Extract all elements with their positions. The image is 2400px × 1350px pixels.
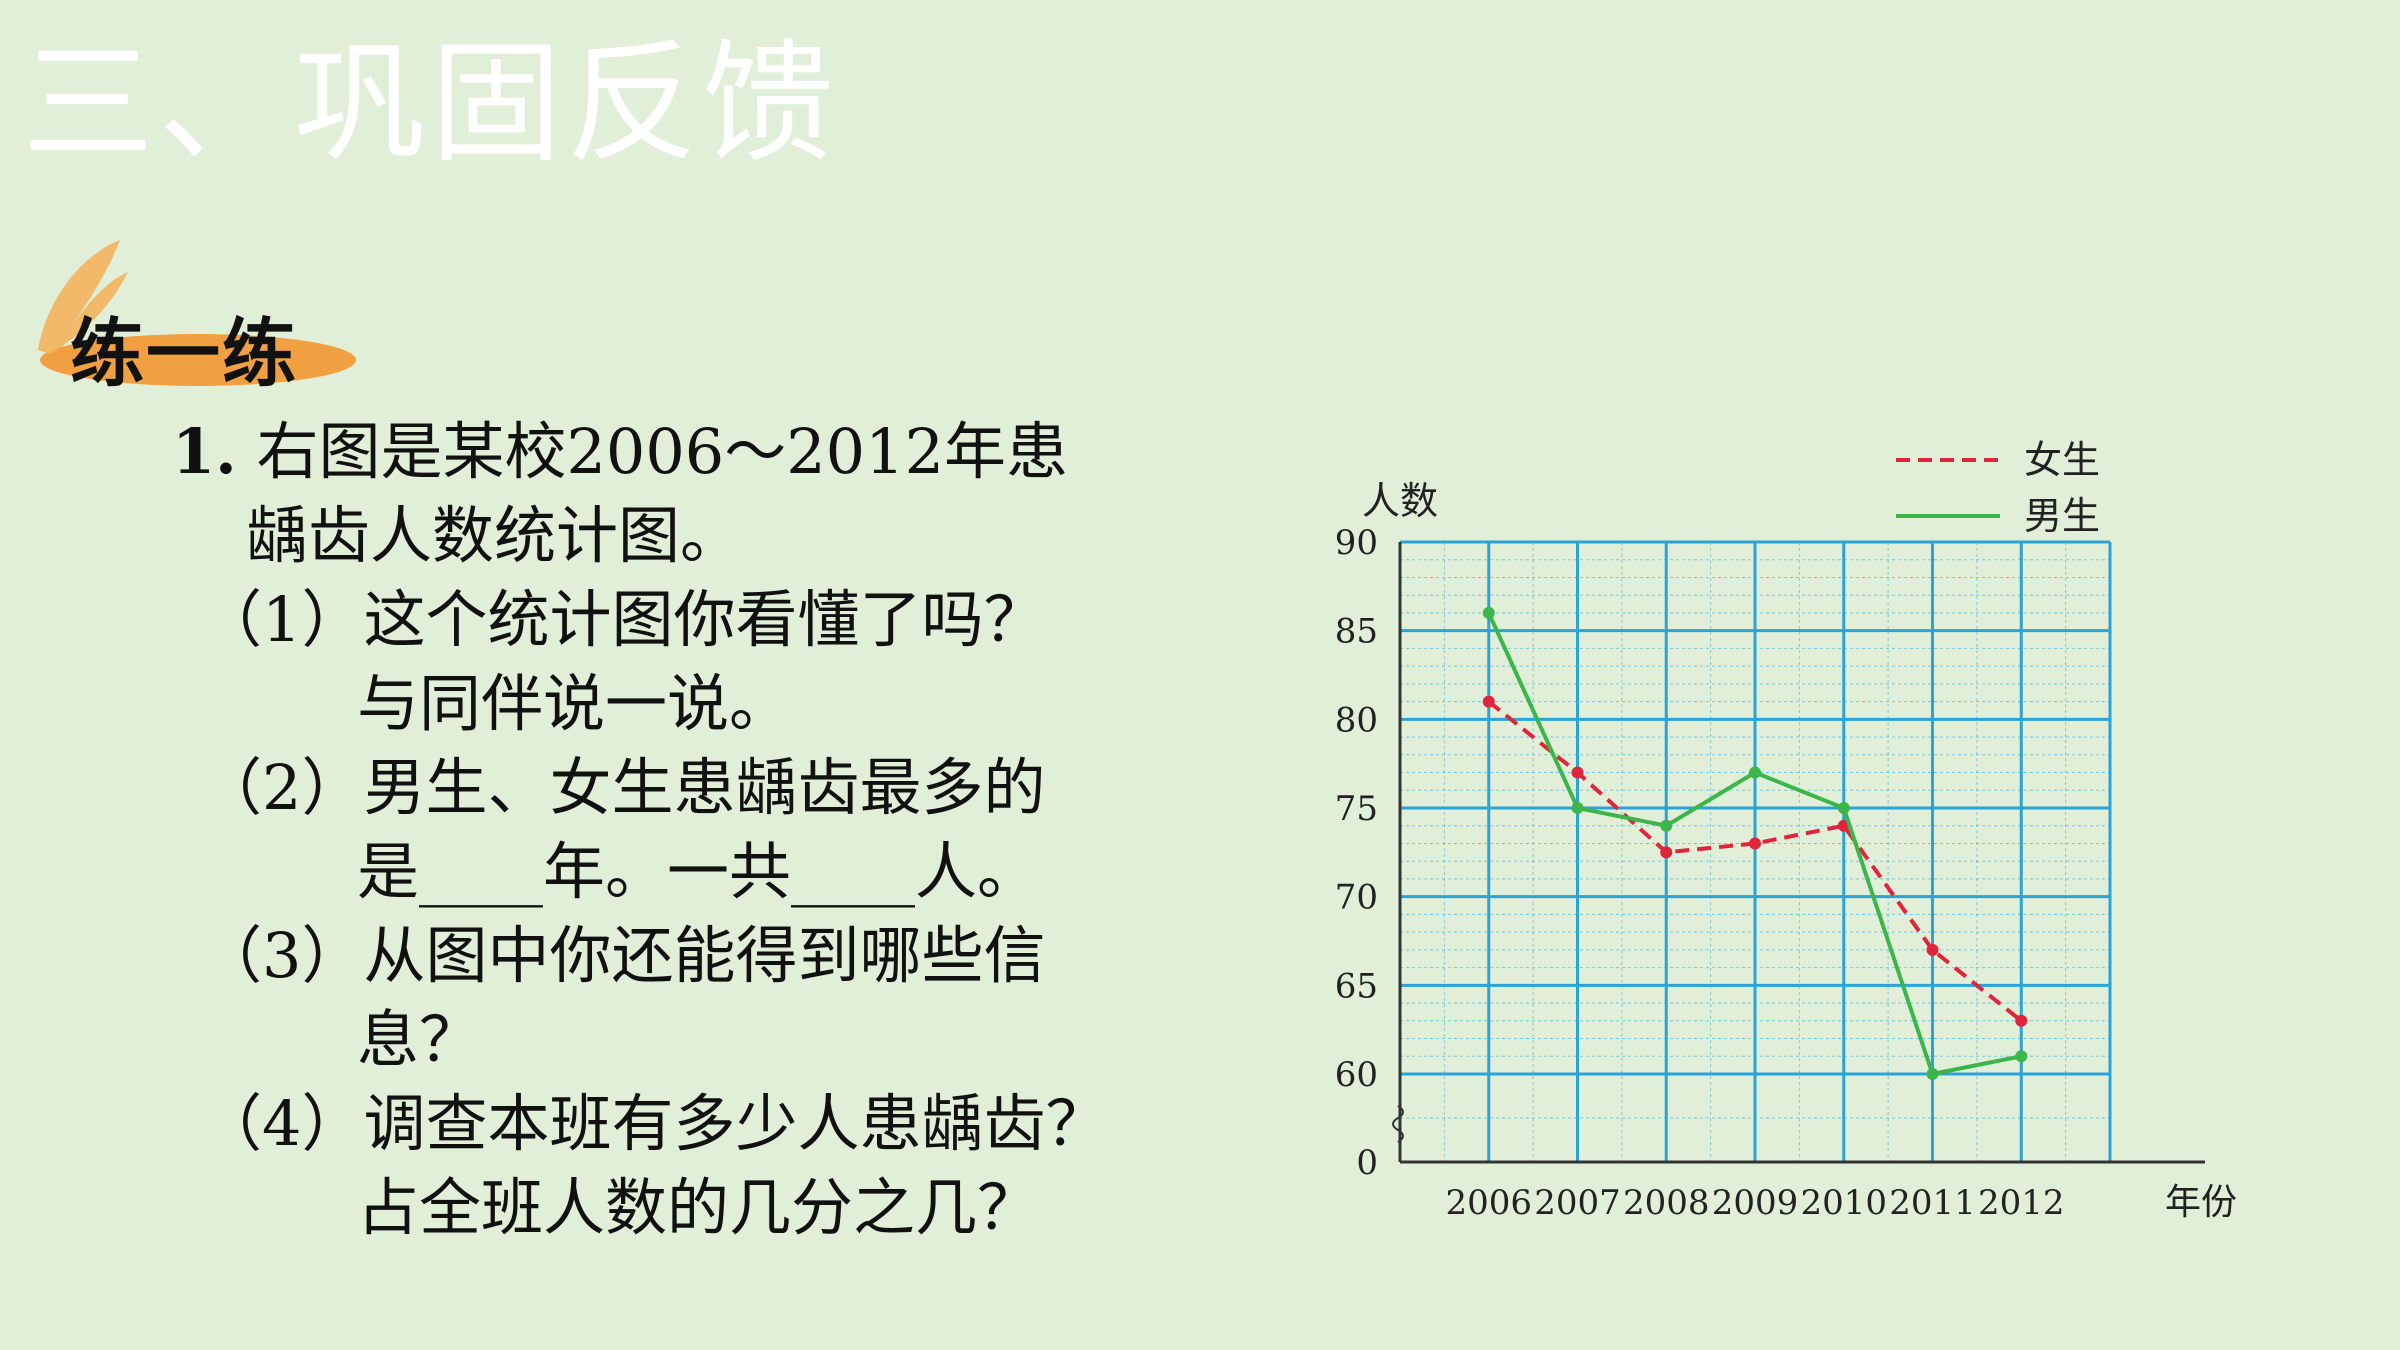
sub-question-text: 调查本班有多少人患龋齿？ (363, 1087, 1108, 1160)
data-point (2015, 1014, 2028, 1027)
caries-line-chart: 0 60 65 70 75 80 85 90 2006 2007 2008 2009 2010 2011 2… (1300, 420, 2240, 1260)
x-tick-label: 2011 (1889, 1183, 1976, 1223)
legend-label: 女生 (2024, 438, 2100, 482)
x-tick-label: 2012 (1978, 1183, 2065, 1223)
data-point (1571, 766, 1584, 779)
sub-question-4: （4）调查本班有多少人患龋齿？ (172, 1082, 1232, 1166)
feather-icon (38, 240, 356, 386)
data-point (1482, 695, 1495, 708)
data-point (1749, 766, 1761, 779)
data-point (1749, 837, 1761, 850)
sub-question-number: （2） (200, 751, 364, 824)
question-number: 1. (172, 415, 237, 488)
y-tick-label: 85 (1335, 612, 1378, 652)
data-point (1926, 943, 1939, 956)
data-point (1926, 1068, 1939, 1080)
sub-question-text: 男生、女生患龋齿最多的 (363, 751, 1046, 824)
sub-question-text: 这个统计图你看懂了吗？ (363, 583, 1046, 656)
sub-question-3: （3）从图中你还能得到哪些信 (172, 914, 1232, 998)
sub-question-text-cont: 占全班人数的几分之几？ (357, 1171, 1040, 1244)
y-tick-label: 90 (1335, 523, 1378, 563)
y-axis-label: 人数 (1362, 479, 1438, 523)
sub-question-text-cont: 与同伴说一说。 (357, 667, 792, 740)
legend-label: 男生 (2024, 494, 2100, 538)
question-text-cont: 龋齿人数统计图。 (246, 499, 743, 572)
data-point (1660, 846, 1673, 859)
data-point (1660, 819, 1673, 832)
chart-svg: 0 60 65 70 75 80 85 90 2006 2007 2008 2009 2010 2011 2… (1335, 438, 2237, 1223)
sub-question-2: （2）男生、女生患龋齿最多的 (172, 746, 1232, 830)
y-tick-label: 80 (1335, 700, 1378, 740)
x-tick-label: 2008 (1623, 1183, 1710, 1223)
data-point (1482, 606, 1495, 619)
y-tick-label: 0 (1356, 1143, 1378, 1183)
data-point (2015, 1050, 2028, 1063)
section-label: 练一练 (70, 311, 298, 397)
x-tick-label: 2006 (1445, 1183, 1532, 1223)
sub-question-1: （1）这个统计图你看懂了吗？ (172, 578, 1232, 662)
y-tick-label: 75 (1335, 789, 1378, 829)
slide-title: 三、巩固反馈 (22, 27, 838, 181)
sub-question-text-cont: 息？ (357, 1003, 482, 1076)
sub-question-number: （4） (200, 1087, 364, 1160)
practice-badge: 练一练 (28, 232, 368, 402)
sub-question-text: 从图中你还能得到哪些信 (363, 919, 1046, 992)
axis-break-icon (1392, 1105, 1404, 1143)
x-axis-label: 年份 (2165, 1182, 2237, 1223)
y-tick-label: 60 (1335, 1055, 1378, 1095)
y-tick-label: 70 (1335, 878, 1378, 918)
x-tick-label: 2009 (1712, 1183, 1799, 1223)
y-tick-label: 65 (1335, 966, 1378, 1006)
sub-question-text-cont: 是____年。一共____人。 (357, 835, 1040, 908)
data-point (1837, 802, 1850, 814)
data-point (1571, 802, 1584, 814)
sub-question-number: （1） (200, 583, 364, 656)
question-main: 1. 右图是某校2006～2012年患 (172, 410, 1232, 494)
sub-question-number: （3） (200, 919, 364, 992)
question-text: 右图是某校2006～2012年患 (256, 415, 1069, 488)
question-block: 1. 右图是某校2006～2012年患 龋齿人数统计图。 （1）这个统计图你看懂… (172, 410, 1232, 1250)
x-tick-label: 2007 (1534, 1183, 1621, 1223)
x-tick-label: 2010 (1800, 1183, 1887, 1223)
